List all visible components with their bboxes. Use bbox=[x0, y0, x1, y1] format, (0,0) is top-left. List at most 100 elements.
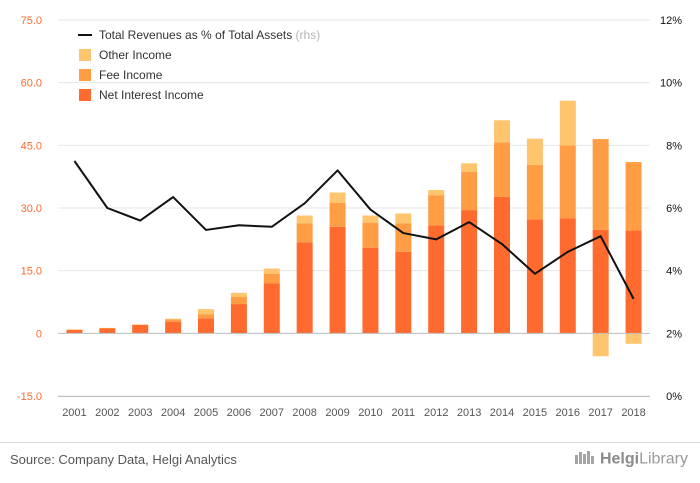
x-tick-label: 2008 bbox=[292, 407, 316, 419]
helgi-library-logo: HelgiLibrary bbox=[574, 449, 688, 470]
right-tick-label: 10% bbox=[660, 78, 682, 90]
bar-other-income-2009 bbox=[329, 192, 346, 203]
bar-net-interest-income-2010 bbox=[362, 247, 379, 334]
right-tick-label: 6% bbox=[666, 203, 682, 215]
x-tick-label: 2016 bbox=[556, 407, 580, 419]
legend-label: Other Income bbox=[99, 48, 172, 62]
left-tick-label: 0 bbox=[36, 328, 42, 340]
bar-other-income-2005 bbox=[198, 309, 214, 315]
bar-fee-income-2006 bbox=[230, 296, 247, 305]
legend-label-suffix: (rhs) bbox=[292, 28, 320, 42]
footer-divider bbox=[0, 442, 700, 443]
bar-fee-income-2016 bbox=[559, 145, 576, 219]
x-tick-label: 2004 bbox=[161, 407, 185, 419]
x-tick-label: 2012 bbox=[424, 407, 448, 419]
bar-fee-income-2015 bbox=[526, 164, 543, 220]
bar-other-income-2018 bbox=[625, 333, 642, 344]
right-tick-label: 12% bbox=[660, 15, 682, 27]
x-tick-label: 2015 bbox=[523, 407, 547, 419]
source-note: Source: Company Data, Helgi Analytics bbox=[10, 452, 237, 467]
bar-fee-income-2008 bbox=[296, 223, 313, 243]
bar-other-income-2007 bbox=[263, 268, 280, 275]
left-tick-label: 60.0 bbox=[21, 78, 42, 90]
legend-label: Fee Income bbox=[99, 68, 163, 82]
x-tick-label: 2002 bbox=[95, 407, 119, 419]
x-tick-label: 2009 bbox=[325, 407, 349, 419]
left-tick-label: 15.0 bbox=[21, 266, 42, 278]
left-tick-label: -15.0 bbox=[17, 391, 42, 403]
bar-fee-income-2010 bbox=[362, 222, 379, 248]
bar-fee-income-2009 bbox=[329, 202, 346, 227]
bar-net-interest-income-2012 bbox=[428, 225, 445, 334]
bar-net-interest-income-2014 bbox=[494, 196, 510, 334]
x-tick-label: 2003 bbox=[128, 407, 152, 419]
bar-fee-income-2017 bbox=[592, 139, 609, 230]
bar-other-income-2011 bbox=[395, 213, 412, 224]
legend-swatch-other-income bbox=[79, 49, 91, 61]
x-tick-label: 2014 bbox=[490, 407, 514, 419]
x-tick-label: 2017 bbox=[588, 407, 612, 419]
bar-fee-income-2001 bbox=[66, 329, 83, 331]
bar-other-income-2013 bbox=[461, 163, 478, 172]
bar-other-income-2008 bbox=[296, 215, 313, 224]
bar-net-interest-income-2018 bbox=[625, 230, 642, 334]
x-tick-label: 2006 bbox=[227, 407, 251, 419]
x-tick-label: 2001 bbox=[62, 407, 86, 419]
bar-fee-income-2011 bbox=[395, 223, 412, 252]
bar-net-interest-income-2003 bbox=[132, 324, 149, 334]
right-tick-label: 0% bbox=[666, 391, 682, 403]
bar-fee-income-2004 bbox=[165, 319, 182, 322]
library-logo-icon bbox=[574, 449, 596, 470]
left-tick-label: 45.0 bbox=[21, 140, 42, 152]
bar-net-interest-income-2013 bbox=[461, 210, 478, 334]
bar-other-income-2006 bbox=[230, 292, 247, 297]
bar-net-interest-income-2002 bbox=[99, 328, 116, 334]
bar-net-interest-income-2009 bbox=[329, 226, 346, 334]
axes: -15.0 0 15.0 30.0 45.0 60.0 75.0 0% 2% 4% 6% 8% 10% 1… bbox=[17, 15, 682, 419]
right-tick-label: 2% bbox=[666, 328, 682, 340]
bar-other-income-2016 bbox=[559, 100, 576, 146]
right-tick-label: 8% bbox=[666, 140, 682, 152]
bar-net-interest-income-2004 bbox=[165, 321, 182, 334]
legend: Total Revenues as % of Total Assets (rhs… bbox=[78, 28, 320, 102]
legend-swatch-net-interest-income bbox=[79, 89, 91, 101]
left-tick-label: 75.0 bbox=[21, 15, 42, 27]
bar-other-income-2012 bbox=[428, 190, 445, 196]
line-series bbox=[73, 160, 635, 300]
bar-fee-income-2005 bbox=[198, 314, 214, 319]
legend-label: Net Interest Income bbox=[99, 88, 204, 102]
legend-swatch-fee-income bbox=[79, 69, 91, 81]
bar-fee-income-2003 bbox=[132, 324, 149, 326]
x-tick-label: 2011 bbox=[392, 407, 416, 419]
left-tick-label: 30.0 bbox=[21, 203, 42, 215]
legend-label: Total Revenues as % of Total Assets (rhs… bbox=[99, 28, 320, 42]
zero-line bbox=[58, 332, 650, 397]
x-tick-label: 2013 bbox=[457, 407, 481, 419]
bar-fee-income-2007 bbox=[263, 274, 280, 284]
bar-other-income-2017 bbox=[592, 333, 609, 357]
bar-fee-income-2013 bbox=[461, 171, 478, 211]
bar-net-interest-income-2008 bbox=[296, 242, 313, 334]
x-tick-label: 2005 bbox=[194, 407, 218, 419]
bar-other-income-2010 bbox=[362, 215, 379, 223]
bar-net-interest-income-2006 bbox=[230, 304, 247, 334]
bar-net-interest-income-2001 bbox=[66, 329, 83, 334]
bar-net-interest-income-2015 bbox=[526, 219, 543, 334]
logo-text-helgi: Helgi bbox=[599, 450, 640, 468]
right-tick-label: 4% bbox=[666, 266, 682, 278]
x-tick-label: 2007 bbox=[260, 407, 284, 419]
line-revenues-pct-assets bbox=[73, 160, 635, 300]
bar-net-interest-income-2016 bbox=[559, 218, 576, 334]
x-tick-label: 2010 bbox=[358, 407, 382, 419]
bar-other-income-2004 bbox=[165, 318, 182, 320]
x-tick-label: 2018 bbox=[621, 407, 645, 419]
bar-net-interest-income-2011 bbox=[395, 251, 412, 334]
bar-other-income-2015 bbox=[526, 138, 543, 165]
bar-fee-income-2018 bbox=[625, 162, 642, 231]
bar-other-income-2014 bbox=[494, 120, 510, 143]
bar-series bbox=[66, 100, 642, 357]
bar-net-interest-income-2005 bbox=[198, 318, 214, 334]
bar-net-interest-income-2007 bbox=[263, 283, 280, 334]
bar-fee-income-2012 bbox=[428, 195, 445, 226]
